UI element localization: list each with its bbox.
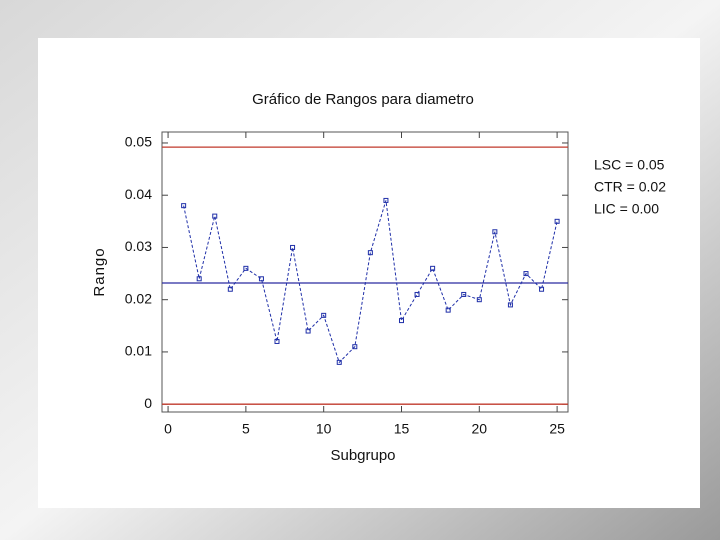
x-tick-label: 10	[316, 421, 332, 437]
data-point	[274, 338, 280, 344]
y-tick-label: 0.01	[125, 343, 152, 359]
data-point	[398, 318, 404, 324]
plot-frame	[161, 131, 569, 413]
x-tick-label: 15	[394, 421, 410, 437]
data-point	[445, 307, 451, 313]
data-point	[243, 265, 249, 271]
data-point	[476, 297, 482, 303]
data-point	[196, 276, 202, 282]
data-point	[554, 218, 560, 224]
data-point	[305, 328, 311, 334]
data-point	[414, 291, 420, 297]
data-point	[539, 286, 545, 292]
x-tick-label: 20	[472, 421, 488, 437]
x-tick-label: 5	[242, 421, 250, 437]
control-label: LSC = 0.05	[594, 157, 665, 173]
data-point	[227, 286, 233, 292]
data-point	[212, 213, 218, 219]
data-point	[258, 276, 264, 282]
data-point	[492, 229, 498, 235]
control-label: CTR = 0.02	[594, 179, 666, 195]
data-point	[461, 291, 467, 297]
y-tick-label: 0.05	[125, 134, 152, 150]
data-point	[181, 203, 187, 209]
data-point	[430, 265, 436, 271]
data-point	[507, 302, 513, 308]
y-axis-label: Rango	[91, 247, 108, 296]
data-point	[336, 359, 342, 365]
chart-title: Gráfico de Rangos para diametro	[252, 91, 474, 108]
data-point	[321, 312, 327, 318]
y-tick-label: 0.03	[125, 238, 152, 254]
control-label: LIC = 0.00	[594, 201, 659, 217]
data-point	[352, 344, 358, 350]
x-tick-label: 0	[164, 421, 172, 437]
y-tick-label: 0.04	[125, 186, 152, 202]
data-point	[523, 271, 529, 277]
y-tick-label: 0.02	[125, 290, 152, 306]
data-point	[367, 250, 373, 256]
data-point	[383, 197, 389, 203]
series-line	[183, 200, 558, 364]
data-point	[290, 244, 296, 250]
chart-panel	[38, 38, 700, 508]
x-tick-label: 25	[549, 421, 565, 437]
y-tick-label: 0	[144, 395, 152, 411]
x-axis-label: Subgrupo	[330, 447, 395, 464]
